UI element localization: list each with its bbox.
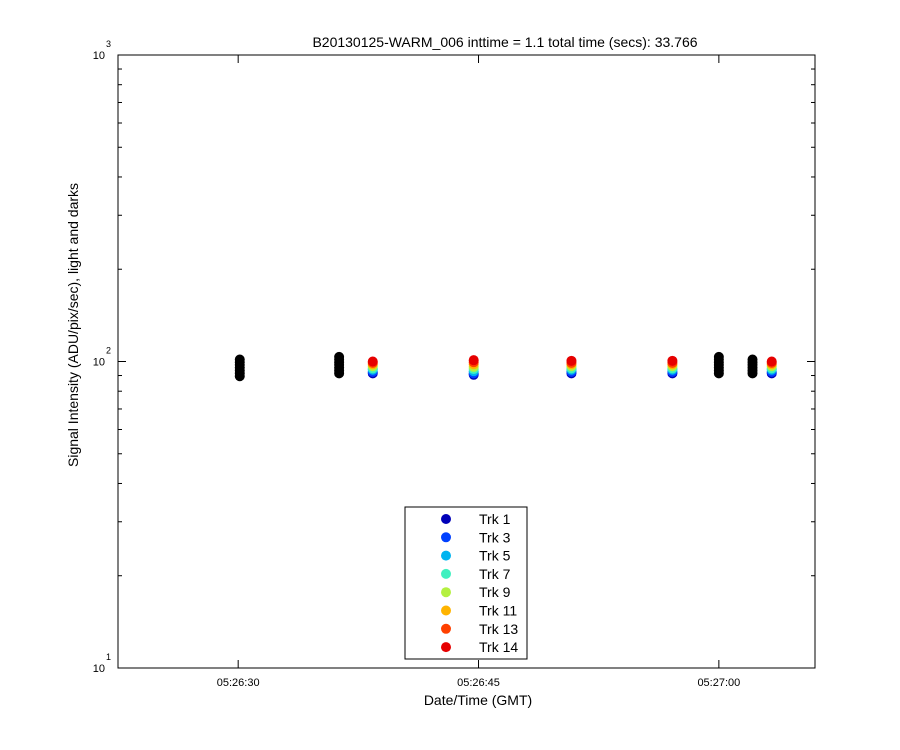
- legend-label: Trk 7: [479, 566, 511, 582]
- x-tick-label: 05:26:45: [457, 677, 500, 689]
- x-tick-labels: 05:26:30 05:26:45 05:27:00: [217, 677, 741, 689]
- x-tick-label: 05:26:30: [217, 677, 260, 689]
- point-trk-7: [766, 356, 777, 367]
- dark-point: [713, 351, 724, 362]
- legend-marker: [441, 532, 451, 543]
- legend-marker: [441, 642, 451, 653]
- legend: Trk 1 Trk 3 Trk 5 Trk 7 Trk 9 Trk 11 Trk 13 Trk…: [404, 506, 528, 660]
- legend-box: [404, 506, 528, 660]
- legend-label: Trk 1: [479, 511, 511, 527]
- y-axis-label: Signal Intensity (ADU/pix/sec), light an…: [65, 183, 81, 467]
- legend-label: Trk 5: [479, 548, 511, 564]
- x-tick-label: 05:27:00: [697, 677, 740, 689]
- y-tick-label: 10: [93, 50, 105, 62]
- dark-point: [234, 354, 245, 365]
- dark-point: [747, 354, 758, 365]
- legend-marker: [441, 568, 451, 579]
- dark-point: [334, 351, 345, 362]
- y-tick-label: 10: [93, 663, 105, 675]
- legend-label: Trk 14: [479, 639, 518, 655]
- legend-label: Trk 3: [479, 529, 511, 545]
- point-trk-7: [667, 355, 678, 366]
- legend-marker: [441, 605, 451, 616]
- point-trk-7: [468, 355, 479, 366]
- legend-marker: [441, 514, 451, 524]
- dark-points: [234, 351, 758, 382]
- x-axis-label: Date/Time (GMT): [424, 692, 532, 708]
- y-major-ticks: [118, 54, 815, 669]
- light-points: [367, 355, 777, 380]
- legend-label: Trk 9: [479, 584, 511, 600]
- chart-title: B20130125-WARM_006 inttime = 1.1 total t…: [312, 34, 697, 50]
- y-tick-label: 10: [93, 357, 105, 369]
- x-ticks: [237, 55, 720, 668]
- legend-marker: [441, 587, 451, 598]
- y-tick-exponent: 3: [106, 39, 111, 49]
- legend-label: Trk 11: [479, 603, 517, 619]
- legend-marker: [441, 550, 451, 561]
- y-tick-exponent: 2: [106, 346, 111, 356]
- legend-label: Trk 13: [479, 621, 518, 637]
- legend-marker: [441, 623, 451, 634]
- point-trk-7: [367, 356, 378, 367]
- y-minor-ticks: [118, 68, 815, 577]
- y-tick-exponent: 1: [106, 652, 111, 662]
- point-trk-7: [566, 355, 577, 366]
